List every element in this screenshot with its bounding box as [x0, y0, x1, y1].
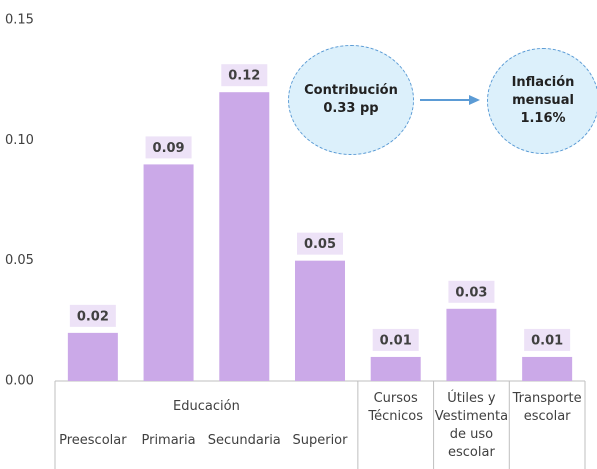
value-label-box — [221, 64, 268, 87]
y-tick-label: 0.00 — [5, 374, 34, 389]
value-label-box — [448, 280, 495, 303]
annotation-bubble: Contribución 0.33 pp — [288, 45, 414, 155]
bar — [219, 92, 270, 381]
annotation: Contribución 0.33 pp — [304, 83, 398, 116]
bar — [67, 332, 118, 381]
arrow-head — [469, 95, 480, 105]
bar — [370, 356, 421, 381]
annotation-bubble: Inflación mensual 1.16% — [487, 48, 597, 154]
value-label: 0.09 — [153, 141, 185, 156]
annotation: Inflación mensual 1.16% — [511, 75, 575, 126]
x-tick-label: Secundaria — [207, 433, 281, 448]
y-tick-label: 0.05 — [5, 253, 34, 268]
x-tick-label: Cursos Técnicos — [368, 391, 423, 424]
group-label: Educación — [173, 399, 240, 414]
value-label: 0.03 — [455, 285, 487, 300]
x-tick-label: Primaria — [141, 433, 196, 448]
value-label: 0.05 — [304, 237, 336, 252]
y-tick-label: 0.15 — [5, 13, 34, 28]
value-label: 0.01 — [531, 333, 563, 348]
value-label-box — [69, 304, 116, 327]
y-tick-label: 0.10 — [5, 133, 34, 148]
value-label-box — [297, 232, 343, 255]
x-tick-label: Transporte escolar — [512, 391, 582, 424]
x-tick-label: Preescolar — [59, 433, 127, 448]
x-tick-label: Útiles y Vestimenta de uso escolar — [434, 391, 509, 460]
bar — [522, 356, 573, 381]
value-label: 0.01 — [380, 333, 412, 348]
bar — [295, 260, 345, 381]
bar — [143, 164, 194, 381]
value-label: 0.02 — [77, 309, 109, 324]
bar — [446, 308, 497, 381]
x-tick-label: Superior — [292, 433, 348, 448]
value-label: 0.12 — [228, 69, 260, 84]
value-label-box — [145, 136, 192, 159]
value-label-box — [524, 328, 571, 351]
value-label-box — [372, 328, 419, 351]
